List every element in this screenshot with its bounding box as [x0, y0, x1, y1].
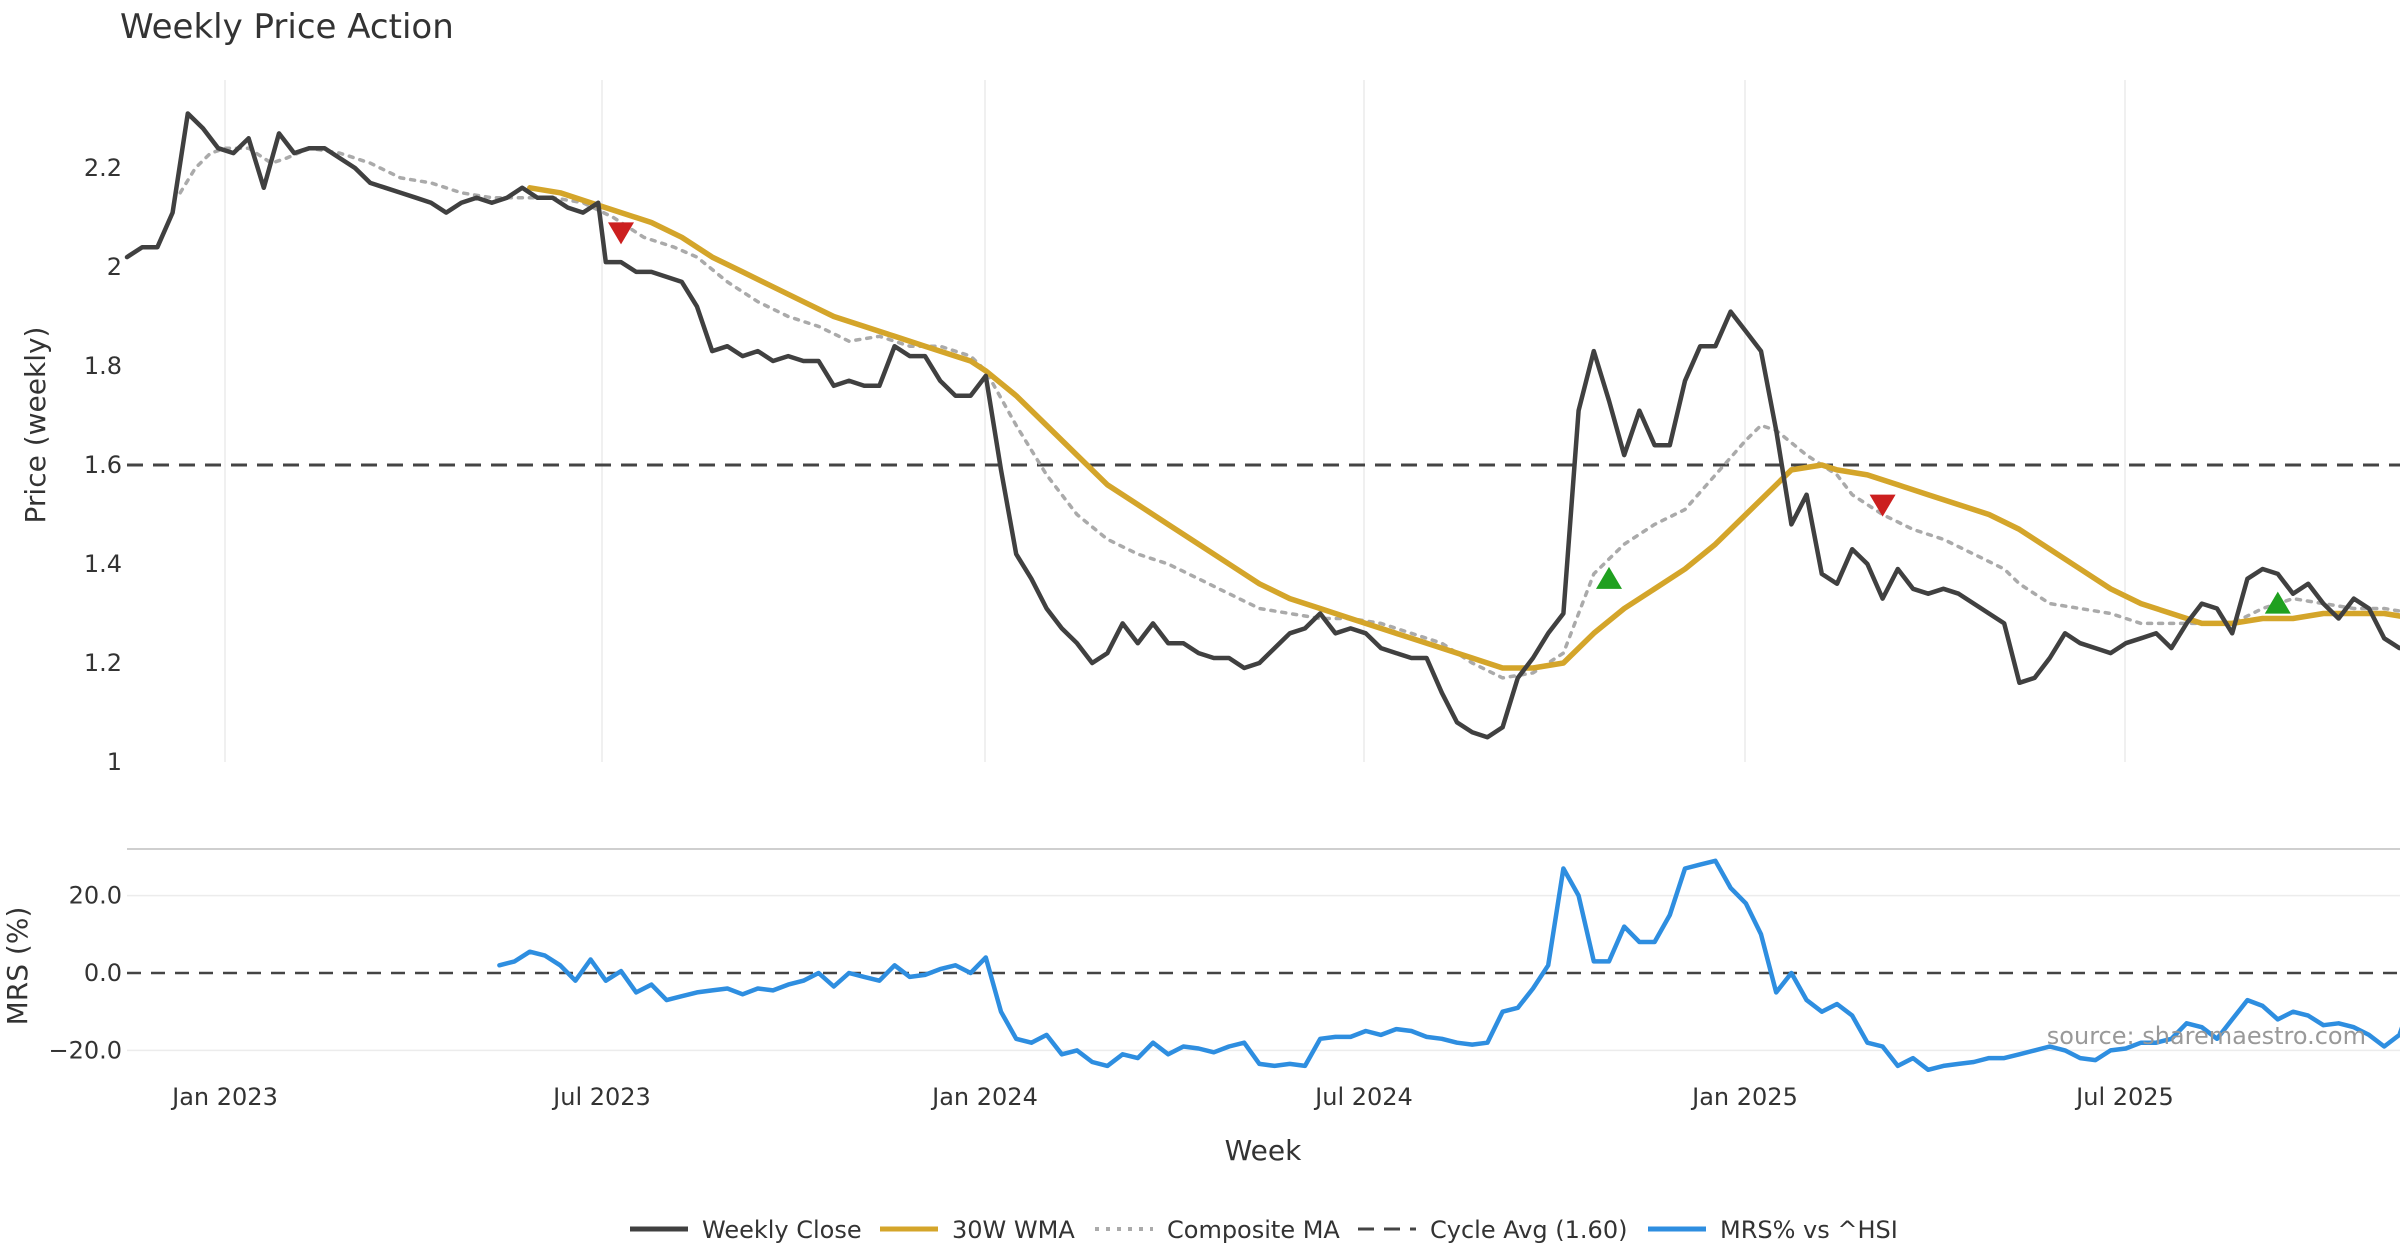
x-tick-label: Jul 2023 [551, 1083, 651, 1111]
price-y-tick-label: 1.8 [84, 352, 122, 380]
price-y-tick-label: 1.2 [84, 649, 122, 677]
source-note: source: sharemaestro.com [2047, 1022, 2366, 1050]
x-tick-label: Jul 2024 [1313, 1083, 1413, 1111]
mrs-y-tick-label: 0.0 [84, 959, 122, 987]
x-tick-label: Jan 2023 [170, 1083, 278, 1111]
price-y-tick-label: 2.2 [84, 154, 122, 182]
x-axis-ticks: Jan 2023 Jul 2023 Jan 2024 Jul 2024 Jan 2025… [170, 1083, 2174, 1111]
legend-label: Composite MA [1167, 1216, 1340, 1244]
legend-label: Cycle Avg (1.60) [1430, 1216, 1627, 1244]
x-tick-label: Jan 2024 [930, 1083, 1038, 1111]
legend-label: 30W WMA [952, 1216, 1075, 1244]
weekly-close-line [124, 111, 2400, 740]
legend-label: MRS% vs ^HSI [1720, 1216, 1898, 1244]
price-y-tick-label: 1.6 [84, 451, 122, 479]
price-y-ticks: 1 1.2 1.4 1.6 1.8 2 2.2 [84, 154, 122, 776]
x-axis-label: Week [1225, 1134, 1302, 1167]
legend-label: Weekly Close [702, 1216, 862, 1244]
buy-signal-marker [2264, 591, 2291, 614]
price-series-group [124, 111, 2400, 740]
mrs-panel-grid [127, 894, 2400, 1052]
wma-30w-line [527, 185, 2400, 671]
legend: Weekly Close 30W WMA Composite MA Cycle Avg… [630, 1216, 1898, 1244]
mrs-series-group [497, 858, 2400, 1073]
mrs-y-tick-label: −20.0 [48, 1036, 122, 1064]
mrs-y-ticks: 20.0 0.0 −20.0 [48, 882, 122, 1065]
chart-title: Weekly Price Action [120, 7, 454, 47]
mrs-y-tick-label: 20.0 [69, 882, 122, 910]
price-y-tick-label: 2 [107, 253, 122, 281]
mrs-hsi-line [497, 858, 2400, 1073]
x-tick-label: Jul 2025 [2074, 1083, 2174, 1111]
price-panel-grid [224, 80, 2126, 762]
composite-ma-line [178, 146, 2400, 680]
mrs-y-axis-label: MRS (%) [1, 907, 34, 1026]
sell-signal-marker [608, 222, 634, 245]
price-y-tick-label: 1.4 [84, 550, 122, 578]
buy-signal-marker [1596, 566, 1622, 589]
x-tick-label: Jan 2025 [1690, 1083, 1798, 1111]
price-y-axis-label: Price (weekly) [19, 327, 52, 524]
price-y-tick-label: 1 [107, 748, 122, 776]
signal-markers [608, 222, 2291, 614]
sell-signal-marker [1869, 494, 1896, 517]
